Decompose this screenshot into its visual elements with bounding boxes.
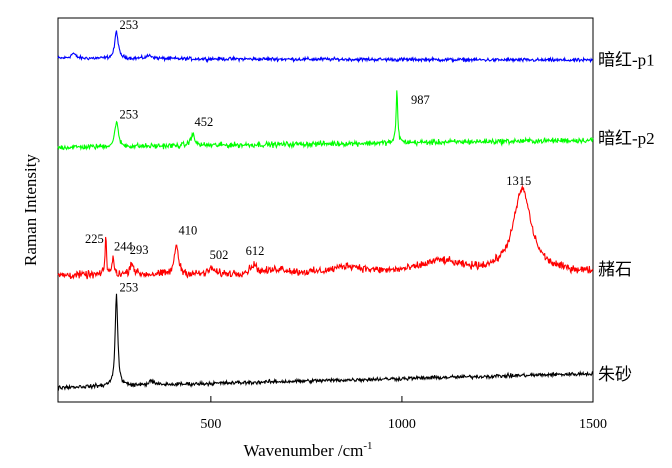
series-label: 暗红-p1 bbox=[598, 50, 655, 69]
series-label: 暗红-p2 bbox=[598, 129, 655, 148]
peak-label: 253 bbox=[119, 18, 138, 32]
peak-label: 452 bbox=[195, 115, 214, 129]
peak-label: 225 bbox=[85, 232, 104, 246]
x-axis-title: Wavenumber /cm-1 bbox=[243, 440, 372, 460]
series-layer bbox=[57, 30, 594, 392]
peak-label: 502 bbox=[210, 248, 229, 262]
x-tick-label: 500 bbox=[200, 417, 221, 432]
series-label: 赭石 bbox=[598, 260, 632, 279]
peak-label: 253 bbox=[119, 281, 138, 295]
x-tick-layer: 500 1000 1500 bbox=[200, 396, 607, 432]
series-label: 朱砂 bbox=[598, 365, 632, 384]
x-axis-title-superscript: -1 bbox=[363, 440, 372, 452]
y-axis-title: Raman Intensity bbox=[21, 154, 40, 266]
series-line bbox=[57, 90, 594, 151]
x-axis: 500 1000 1500 Wavenumber /cm-1 bbox=[200, 396, 607, 460]
peak-label: 987 bbox=[411, 93, 430, 107]
peak-label: 410 bbox=[178, 223, 197, 237]
peak-label: 293 bbox=[130, 243, 149, 257]
series-line bbox=[57, 293, 594, 392]
peak-label: 612 bbox=[246, 244, 265, 258]
series-line bbox=[57, 184, 594, 280]
peak-label: 244 bbox=[114, 239, 133, 253]
peak-label: 1315 bbox=[506, 174, 531, 188]
series-line bbox=[57, 30, 593, 64]
x-axis-title-text: Wavenumber /cm bbox=[243, 441, 363, 460]
plot-frame bbox=[57, 17, 594, 403]
x-tick-label: 1000 bbox=[388, 417, 416, 432]
x-tick-label: 1500 bbox=[579, 417, 607, 432]
peak-label: 253 bbox=[119, 107, 138, 121]
y-axis: Raman Intensity bbox=[21, 154, 40, 266]
